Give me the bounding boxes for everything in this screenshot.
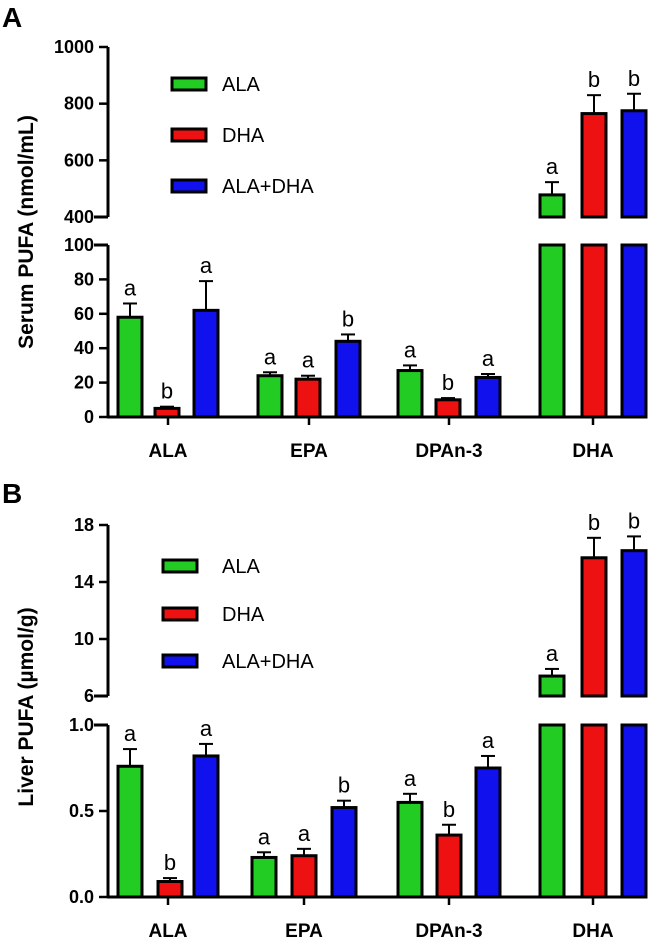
panel-a: A Serum PUFA (nmol/mL) 0 20 40 60 80 100 400 60…	[2, 2, 650, 462]
legend-label: ALA	[222, 556, 260, 578]
significance-letter: a	[302, 348, 315, 373]
y-tick-label: 400	[64, 207, 94, 227]
bar	[116, 315, 144, 419]
x-category-label: ALA	[148, 441, 187, 462]
legend-swatch	[161, 653, 199, 669]
panel-letter-b: B	[2, 478, 22, 509]
significance-letter: b	[443, 797, 455, 822]
x-category-label: DPAn-3	[415, 441, 482, 462]
bar	[334, 339, 362, 419]
bar-lower-segment	[538, 243, 566, 419]
y-axis-label: Liver PUFA (µmol/g)	[15, 607, 38, 806]
legend-label: ALA+DHA	[222, 176, 314, 198]
significance-letter: b	[164, 850, 176, 875]
y-tick-label: 1.0	[69, 715, 94, 735]
legend-label: DHA	[222, 125, 265, 147]
bar	[153, 406, 181, 419]
y-tick-label: 0	[84, 407, 94, 427]
bar	[620, 109, 648, 219]
significance-letter: b	[338, 773, 350, 798]
significance-letter: b	[588, 67, 600, 92]
bar	[192, 754, 220, 899]
legend-label: DHA	[222, 604, 265, 626]
y-tick-label: 40	[74, 338, 94, 358]
y-tick-label: 800	[64, 94, 94, 114]
legend-swatch	[170, 76, 208, 92]
x-category-label: EPA	[285, 921, 323, 942]
significance-letter: a	[200, 253, 213, 278]
significance-letter: a	[298, 821, 311, 846]
axis-break-gap	[110, 698, 650, 723]
bar	[116, 764, 144, 899]
x-category-label: DPAn-3	[415, 921, 482, 942]
bar	[434, 398, 462, 419]
bar	[330, 806, 358, 899]
legend-swatch	[170, 127, 208, 143]
bar	[580, 112, 608, 219]
significance-letter: a	[264, 344, 277, 369]
significance-letter: a	[404, 337, 417, 362]
significance-letter: a	[404, 766, 417, 791]
bar-lower-segment	[620, 723, 648, 899]
significance-letter: b	[442, 370, 454, 395]
y-tick-label: 14	[74, 572, 94, 592]
significance-letter: b	[628, 508, 640, 533]
bar	[538, 193, 566, 219]
significance-letter: a	[482, 346, 495, 371]
axis-break-gap	[110, 219, 650, 243]
bar	[256, 374, 284, 419]
significance-letter: b	[628, 66, 640, 91]
bar	[620, 549, 648, 698]
x-category-label: EPA	[290, 441, 328, 462]
significance-letter: a	[258, 824, 271, 849]
y-tick-label: 6	[84, 686, 94, 706]
bar	[250, 855, 278, 899]
significance-letter: b	[342, 306, 354, 331]
legend-swatch	[161, 558, 199, 574]
bar	[474, 375, 502, 419]
significance-letter: a	[546, 641, 559, 666]
bar-lower-segment	[580, 723, 608, 899]
significance-letter: b	[161, 379, 173, 404]
panel-letter-a: A	[2, 2, 22, 33]
bar	[396, 369, 424, 419]
bar-lower-segment	[538, 723, 566, 899]
significance-letter: a	[482, 728, 495, 753]
x-category-label: DHA	[572, 921, 613, 942]
y-tick-label: 20	[74, 373, 94, 393]
y-tick-label: 0.0	[69, 887, 94, 907]
y-tick-label: 0.5	[69, 801, 94, 821]
significance-letter: a	[546, 154, 559, 179]
y-tick-label: 18	[74, 515, 94, 535]
bar	[294, 377, 322, 419]
bar-lower-segment	[580, 243, 608, 419]
legend-swatch	[170, 178, 208, 194]
bar	[156, 880, 184, 899]
y-tick-label: 80	[74, 269, 94, 289]
y-tick-label: 600	[64, 150, 94, 170]
y-tick-label: 10	[74, 629, 94, 649]
significance-letter: a	[124, 721, 137, 746]
y-tick-label: 100	[64, 235, 94, 255]
y-tick-label: 1000	[54, 37, 94, 57]
panel-b: B Liver PUFA (µmol/g) 0.0 0.5 1.0 6 10 14 18 AL…	[2, 478, 650, 942]
bar	[580, 556, 608, 698]
y-tick-label: 60	[74, 304, 94, 324]
bar-lower-segment	[620, 243, 648, 419]
bar	[474, 766, 502, 899]
legend-label: ALA+DHA	[222, 651, 314, 673]
bar	[435, 833, 463, 899]
y-axis-label: Serum PUFA (nmol/mL)	[15, 115, 38, 349]
bar	[538, 674, 566, 698]
significance-letter: b	[588, 510, 600, 535]
bar	[192, 308, 220, 419]
bar	[290, 854, 318, 899]
significance-letter: a	[124, 275, 137, 300]
legend-label: ALA	[222, 74, 260, 96]
legend-swatch	[161, 606, 199, 622]
x-category-label: ALA	[148, 921, 187, 942]
x-category-label: DHA	[572, 441, 613, 462]
bar	[396, 800, 424, 899]
